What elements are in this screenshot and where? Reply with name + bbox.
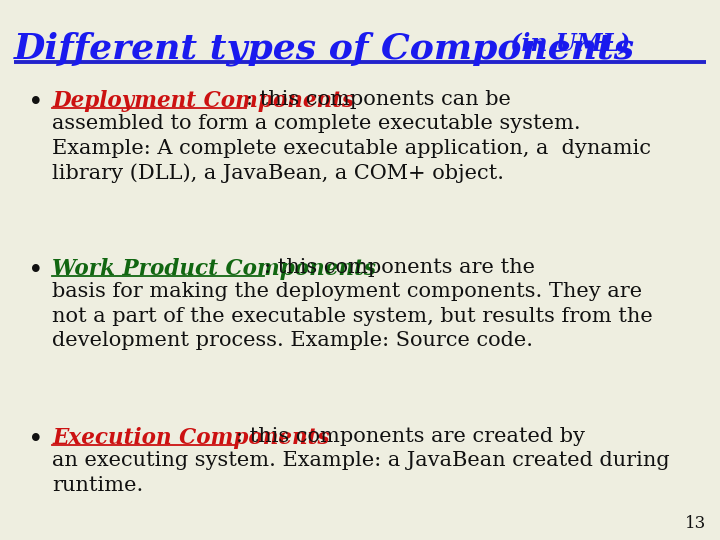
Text: (in UML): (in UML) xyxy=(502,31,630,55)
Text: library (DLL), a JavaBean, a COM+ object.: library (DLL), a JavaBean, a COM+ object… xyxy=(52,163,504,183)
Text: 13: 13 xyxy=(685,515,706,532)
Text: an executing system. Example: a JavaBean created during: an executing system. Example: a JavaBean… xyxy=(52,451,670,470)
Text: •: • xyxy=(28,258,44,283)
Text: Execution Components: Execution Components xyxy=(52,427,330,449)
Text: runtime.: runtime. xyxy=(52,476,143,495)
Text: •: • xyxy=(28,427,44,452)
Text: : this components can be: : this components can be xyxy=(246,90,510,109)
Text: Deployment Components: Deployment Components xyxy=(52,90,354,112)
Text: Example: A complete executable application, a  dynamic: Example: A complete executable applicati… xyxy=(52,139,651,158)
Text: •: • xyxy=(28,90,44,115)
Text: Work Product Components: Work Product Components xyxy=(52,258,376,280)
Text: assembled to form a complete executable system.: assembled to form a complete executable … xyxy=(52,114,580,133)
Text: : this components are the: : this components are the xyxy=(264,258,535,277)
Text: development process. Example: Source code.: development process. Example: Source cod… xyxy=(52,331,533,350)
Text: basis for making the deployment components. They are: basis for making the deployment componen… xyxy=(52,282,642,301)
Text: : this components are created by: : this components are created by xyxy=(236,427,585,446)
Text: Different types of Components: Different types of Components xyxy=(14,32,635,66)
Text: not a part of the executable system, but results from the: not a part of the executable system, but… xyxy=(52,307,653,326)
